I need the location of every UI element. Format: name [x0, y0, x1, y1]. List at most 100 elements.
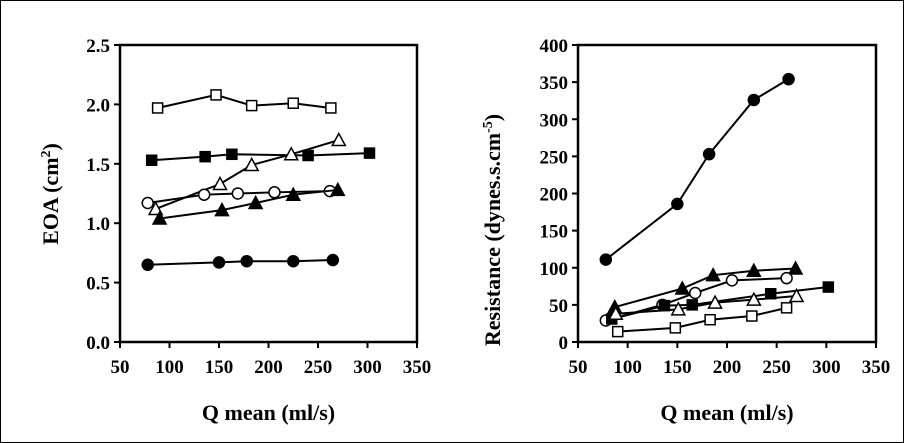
data-point-open-square [669, 322, 682, 334]
x-tick-label: 350 [862, 357, 891, 378]
series-filled-square [145, 147, 376, 166]
data-point-open-square [210, 89, 222, 101]
data-point-filled-triangle [285, 186, 302, 201]
data-point-filled-circle [747, 93, 761, 107]
data-point-open-square [287, 97, 299, 109]
data-point-filled-square [145, 154, 158, 166]
data-point-open-circle [231, 187, 245, 200]
y-tick-label: 50 [549, 296, 568, 317]
data-point-filled-square [822, 281, 835, 293]
x-tick-label: 50 [569, 357, 588, 378]
data-point-filled-triangle [787, 260, 804, 275]
data-point-filled-circle [240, 254, 253, 268]
data-point-open-triangle [331, 131, 347, 147]
y-tick-label: 200 [540, 185, 569, 206]
data-point-filled-square [363, 147, 376, 159]
y-tick-label: 250 [540, 147, 569, 168]
y-tick-label: 150 [540, 222, 569, 243]
x-tick-label: 100 [613, 357, 642, 378]
y-tick-label: 0.0 [86, 333, 110, 354]
y-tick-label: 350 [540, 73, 569, 94]
data-point-open-square [151, 102, 164, 114]
data-point-open-square [325, 102, 337, 114]
series-filled-circle [599, 72, 795, 266]
series-line [605, 78, 790, 261]
data-point-open-triangle [607, 305, 624, 321]
data-point-filled-triangle [151, 210, 168, 225]
x-tick-label: 250 [304, 357, 333, 378]
data-point-open-triangle [670, 301, 687, 316]
x-tick-label: 350 [403, 357, 432, 378]
series-filled-triangle [606, 260, 804, 314]
y-tick-label: 2.5 [86, 36, 110, 57]
series-line [151, 152, 370, 162]
data-point-filled-square [199, 150, 211, 163]
data-point-filled-circle [287, 254, 300, 268]
y-axis-label: EOA (cm2) [38, 143, 63, 245]
data-point-filled-triangle [214, 202, 230, 217]
data-point-filled-circle [782, 72, 795, 86]
x-tick-label: 150 [663, 357, 692, 378]
x-tick-label: 100 [155, 357, 184, 378]
data-point-open-circle [725, 274, 739, 287]
data-point-filled-triangle [247, 194, 264, 210]
data-point-open-square [611, 325, 624, 338]
data-point-filled-square [226, 148, 238, 161]
data-point-filled-circle [326, 253, 340, 267]
data-point-open-triangle [746, 291, 762, 306]
y-axis-label-text: EOA (cm [38, 157, 63, 244]
y-axis-label-end: ) [480, 114, 505, 121]
series-open-circle [141, 184, 337, 210]
data-point-filled-square [686, 299, 698, 311]
chart-panel-1: 0.0 0.5 1.0 1.5 2.0 2.5 50 100 150 200 250 300 350 Q … [38, 36, 431, 425]
data-point-filled-circle [212, 256, 226, 269]
series-open-square [151, 89, 337, 114]
data-point-open-triangle [147, 200, 164, 216]
x-tick-label: 300 [812, 357, 841, 378]
y-tick-label: 400 [540, 36, 569, 57]
x-axis-label: Q mean (ml/s) [660, 400, 793, 425]
y-axis-label-superscript: 2 [39, 150, 54, 157]
data-point-filled-triangle [705, 267, 721, 282]
data-point-open-square [245, 99, 258, 112]
y-axis-label-superscript: -5 [481, 121, 496, 133]
y-tick-label: 2.0 [86, 95, 110, 116]
data-point-filled-circle [599, 253, 613, 266]
y-axis-label-end: ) [38, 143, 63, 150]
series-filled-circle [141, 253, 340, 272]
series-line [157, 93, 331, 109]
data-point-open-triangle [283, 146, 300, 161]
y-tick-label: 1.0 [86, 214, 110, 235]
y-tick-label: 300 [540, 110, 569, 131]
data-point-open-circle [688, 286, 702, 300]
data-point-open-circle [141, 196, 154, 210]
data-point-filled-triangle [746, 262, 762, 277]
data-point-open-triangle [707, 294, 723, 309]
x-tick-label: 50 [111, 357, 130, 378]
x-tick-label: 200 [254, 357, 283, 378]
series-open-square [611, 302, 793, 338]
data-point-open-circle [197, 188, 211, 201]
series-open-triangle [147, 131, 347, 216]
x-tick-label: 200 [713, 357, 742, 378]
data-point-open-square [746, 310, 758, 322]
series-filled-triangle [151, 181, 346, 225]
data-point-open-triangle [212, 175, 228, 191]
series-line [159, 188, 338, 220]
data-point-filled-circle [702, 147, 716, 161]
x-tick-label: 150 [205, 357, 234, 378]
data-point-open-circle [780, 271, 793, 285]
series-open-triangle [607, 287, 805, 321]
data-point-filled-circle [141, 258, 154, 272]
data-point-open-circle [268, 186, 281, 199]
x-axis-label: Q mean (ml/s) [202, 400, 335, 425]
series-line [147, 259, 333, 266]
x-tick-label: 300 [353, 357, 382, 378]
y-axis-label: Resistance (dynes.s.cm-5) [480, 114, 505, 346]
x-tick-label: 250 [762, 357, 791, 378]
series-line [614, 267, 796, 309]
data-point-filled-triangle [330, 181, 346, 197]
data-point-open-triangle [243, 156, 260, 172]
